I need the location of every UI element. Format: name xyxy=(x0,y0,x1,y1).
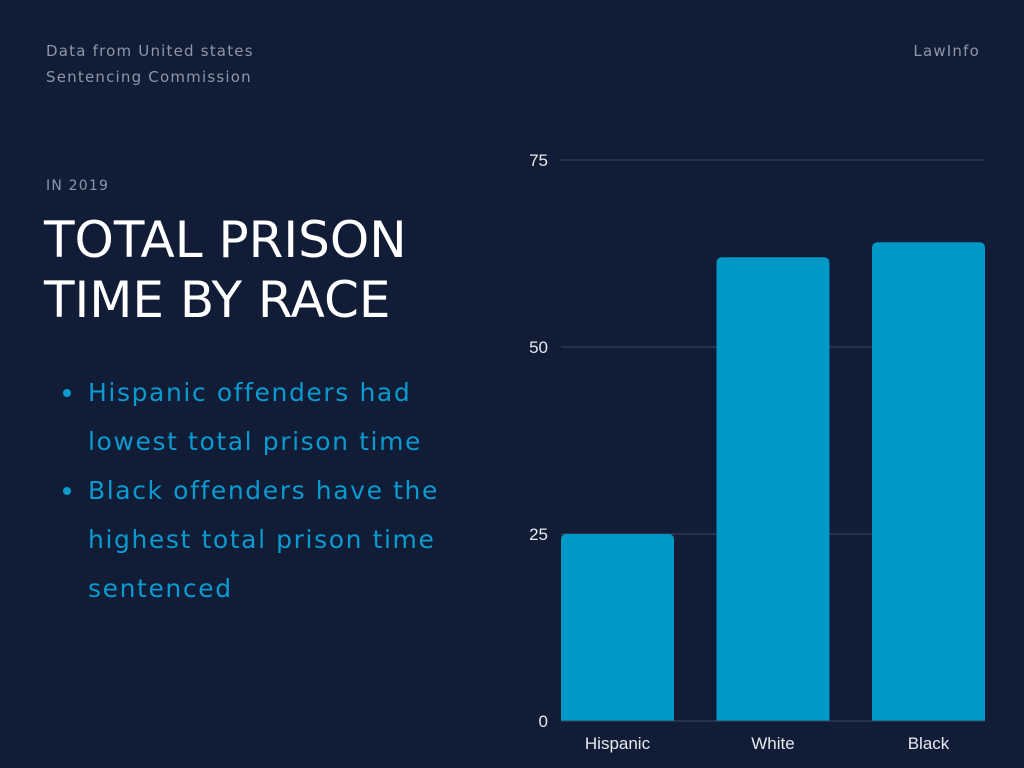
y-tick-label: 50 xyxy=(529,338,548,357)
bar-white xyxy=(716,257,830,721)
title-line-1: TOTAL PRISON xyxy=(44,211,407,269)
finding-text: Black offenders have the highest total p… xyxy=(88,476,439,603)
x-tick-label: Hispanic xyxy=(585,734,651,753)
list-item: Black offenders have the highest total p… xyxy=(60,466,470,613)
bar-hispanic xyxy=(561,534,674,721)
bullet-dot-icon xyxy=(63,487,71,495)
bar-black xyxy=(872,242,985,721)
year-label: IN 2019 xyxy=(46,178,110,194)
y-tick-label: 0 xyxy=(539,712,548,731)
source-line-2: Sentencing Commission xyxy=(46,68,252,86)
finding-text: Hispanic offenders had lowest total pris… xyxy=(88,378,423,456)
key-findings-list: Hispanic offenders had lowest total pris… xyxy=(60,368,470,613)
list-item: Hispanic offenders had lowest total pris… xyxy=(60,368,470,466)
y-tick-label: 75 xyxy=(529,151,548,170)
source-note: Data from United states Sentencing Commi… xyxy=(46,38,306,90)
brand-name: LawInfo xyxy=(913,42,980,60)
bullet-dot-icon xyxy=(63,389,71,397)
x-tick-label: Black xyxy=(908,734,950,753)
source-line-1: Data from United states xyxy=(46,42,254,60)
bar-chart: 0 25 50 75 Hispanic White Black xyxy=(529,151,985,753)
page-title: TOTAL PRISON TIME BY RACE xyxy=(44,210,464,330)
y-tick-label: 25 xyxy=(529,525,548,544)
x-tick-label: White xyxy=(751,734,794,753)
title-line-2: TIME BY RACE xyxy=(44,271,391,329)
